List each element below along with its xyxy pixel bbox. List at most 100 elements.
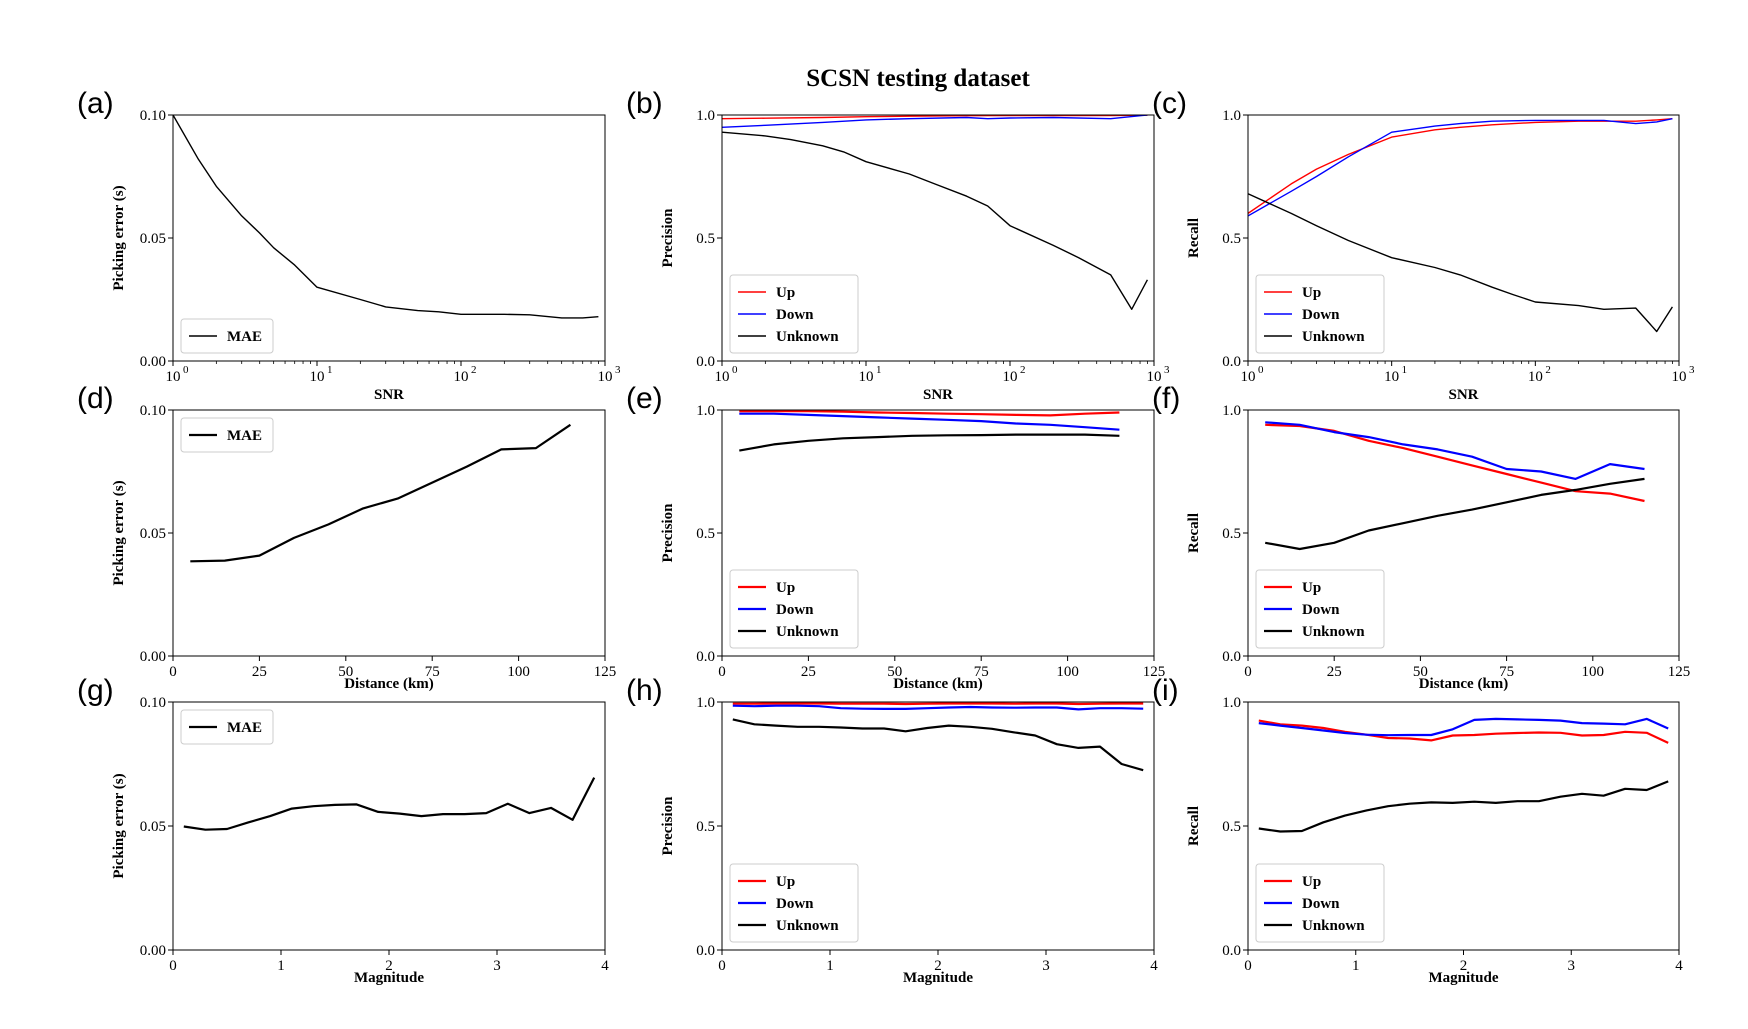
panel-label: (e) (626, 382, 663, 415)
y-tick-label: 1.0 (696, 695, 715, 711)
y-axis-label: Picking error (s) (111, 185, 127, 290)
legend-box (729, 274, 859, 354)
y-axis-label: Picking error (s) (111, 480, 127, 585)
x-tick-label: 50 (1413, 664, 1428, 680)
x-tick-label: 2 (934, 958, 942, 974)
x-tick-exponent: 3 (1164, 364, 1170, 376)
legend-label-unknown: Unknown (776, 329, 839, 345)
x-tick-exponent: 1 (876, 364, 882, 376)
legend-label-up: Up (1302, 285, 1321, 301)
legend-label-mae: MAE (227, 428, 262, 444)
x-tick-label: 10 (1528, 369, 1543, 385)
y-tick-label: 0.10 (140, 403, 166, 419)
y-axis-label: Precision (660, 208, 676, 268)
x-axis-label: Distance (km) (344, 676, 434, 692)
x-tick-label: 0 (169, 958, 177, 974)
series-line-down (722, 115, 1148, 128)
y-tick-label: 0.05 (140, 819, 166, 835)
legend-box (1255, 569, 1385, 649)
x-tick-label: 0 (169, 664, 177, 680)
legend-box (180, 417, 274, 453)
legend-box (729, 569, 859, 649)
series-line-unknown (1265, 477, 1645, 551)
legend: Up Down Unknown (1255, 863, 1385, 943)
series-group (183, 777, 596, 831)
legend: Up Down Unknown (729, 274, 859, 354)
x-tick-label: 100 (1582, 664, 1605, 680)
panel-h: (h) 0 1 2 3 4 0.0 0.5 1.0 Magnitude Precision Up Dow… (626, 674, 1158, 986)
y-tick-label: 1.0 (696, 403, 715, 419)
legend: Up Down Unknown (1255, 274, 1385, 354)
panel-label: (a) (77, 87, 114, 120)
x-tick-exponent: 3 (1689, 364, 1695, 376)
y-tick-label: 0.0 (696, 943, 715, 959)
x-tick-label: 1 (277, 958, 285, 974)
y-tick-label: 0.00 (140, 354, 166, 370)
y-tick-label: 1.0 (1222, 403, 1241, 419)
legend-label-unknown: Unknown (1302, 918, 1365, 934)
panel-f: (f) 0 25 50 75 100 125 0.0 0.5 1.0 Distance (km) Re… (1152, 382, 1690, 692)
legend-label-up: Up (1302, 580, 1321, 596)
x-tick-label: 10 (454, 369, 469, 385)
x-tick-label: 75 (1499, 664, 1514, 680)
y-tick-label: 0.00 (140, 649, 166, 665)
x-axis-label: Magnitude (1428, 970, 1498, 986)
x-tick-label: 0 (1244, 958, 1252, 974)
y-tick-label: 0.0 (696, 649, 715, 665)
x-tick-label: 100 (507, 664, 530, 680)
series-line-down (1258, 717, 1669, 737)
x-tick-label: 3 (493, 958, 501, 974)
x-tick-label: 100 (1056, 664, 1079, 680)
x-axis-label: Magnitude (354, 970, 424, 986)
legend-label-down: Down (776, 307, 814, 323)
y-axis-label: Precision (660, 796, 676, 856)
panel-c: (c)10 0 10 1 10 2 10 30.00.51.0SNRRecallUpDownU… (1152, 87, 1695, 403)
x-tick-label: 10 (1147, 369, 1162, 385)
y-tick-label: 0.05 (140, 231, 166, 247)
x-tick-label: 25 (801, 664, 816, 680)
x-tick-label: 125 (1143, 664, 1166, 680)
legend-label-mae: MAE (227, 329, 262, 345)
y-axis-label: Precision (660, 503, 676, 563)
legend-label-down: Down (1302, 307, 1340, 323)
x-tick-label: 125 (1668, 664, 1691, 680)
series-line-down (739, 412, 1120, 431)
x-axis-label: SNR (923, 387, 953, 403)
x-tick-exponent: 0 (183, 364, 189, 376)
x-tick-label: 50 (338, 664, 353, 680)
panel-label: (h) (626, 674, 663, 707)
y-tick-label: 0.5 (1222, 819, 1241, 835)
x-tick-exponent: 3 (615, 364, 621, 376)
x-axis-label: SNR (1448, 387, 1478, 403)
legend-label-down: Down (1302, 896, 1340, 912)
legend-box (1255, 274, 1385, 354)
y-tick-label: 1.0 (1222, 108, 1241, 124)
y-tick-label: 0.0 (1222, 943, 1241, 959)
x-tick-label: 10 (598, 369, 613, 385)
x-tick-exponent: 2 (471, 364, 477, 376)
legend-box (729, 863, 859, 943)
series-line-unknown (732, 718, 1144, 772)
series-line-mae (190, 423, 572, 563)
x-tick-label: 10 (1672, 369, 1687, 385)
x-tick-label: 50 (887, 664, 902, 680)
x-tick-label: 10 (715, 369, 730, 385)
y-tick-label: 0.05 (140, 526, 166, 542)
series-group (173, 115, 599, 319)
x-tick-label: 25 (252, 664, 267, 680)
series-group (732, 702, 1144, 772)
x-tick-exponent: 2 (1020, 364, 1026, 376)
legend-label-down: Down (776, 896, 814, 912)
legend-label-up: Up (776, 874, 795, 890)
x-tick-exponent: 1 (327, 364, 333, 376)
series-line-down (732, 704, 1144, 711)
series-line-unknown (722, 131, 1149, 310)
x-tick-label: 75 (974, 664, 989, 680)
legend-label-down: Down (776, 602, 814, 618)
x-axis-label: SNR (374, 387, 404, 403)
y-axis-label: Recall (1186, 806, 1202, 846)
x-tick-label: 10 (1241, 369, 1256, 385)
series-line-unknown (1258, 780, 1669, 833)
y-tick-label: 0.00 (140, 943, 166, 959)
panel-d: (d) 0 25 50 75 100 125 0.00 0.05 0.10 Distance (km… (77, 382, 616, 692)
